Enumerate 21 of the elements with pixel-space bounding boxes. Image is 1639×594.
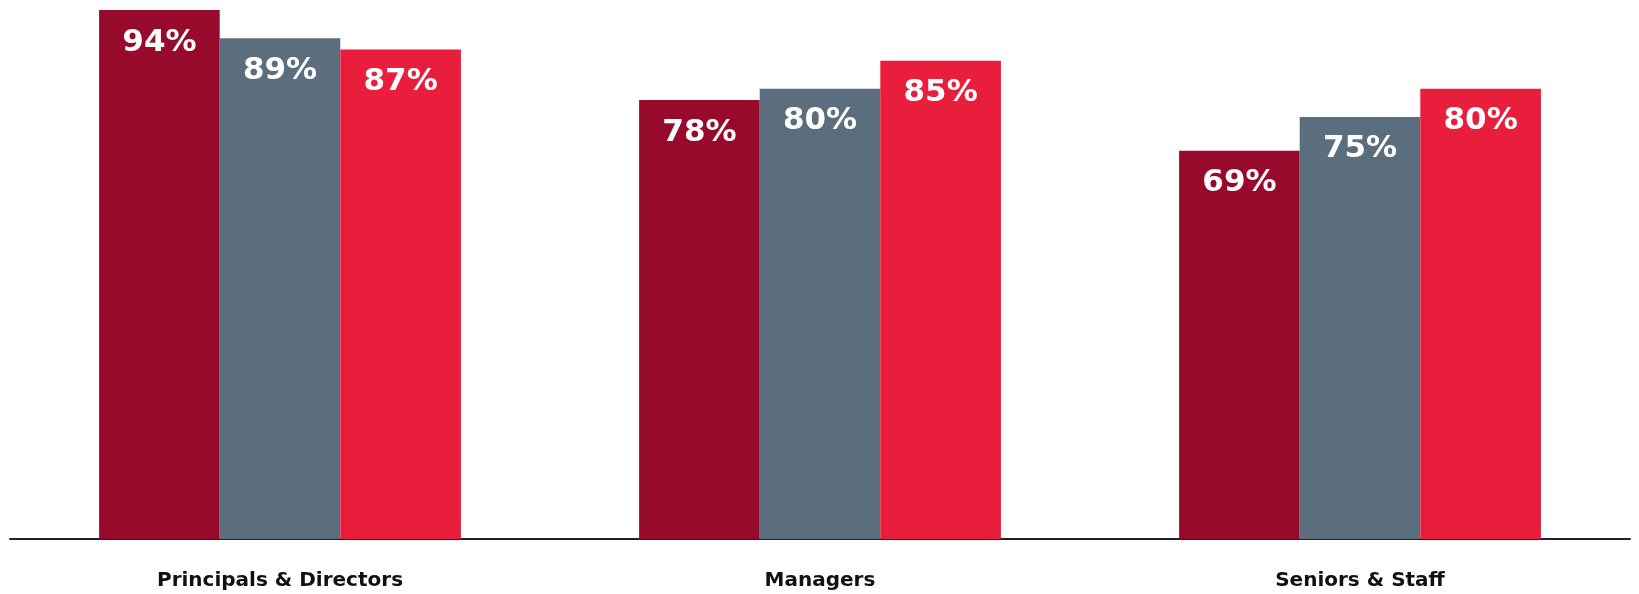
bar <box>1299 116 1421 539</box>
data-label: 78% <box>662 111 737 148</box>
x-tick-label: Principals & Directors <box>156 567 404 591</box>
bar <box>219 38 341 539</box>
bar <box>639 100 760 539</box>
data-label: 94% <box>122 21 197 58</box>
data-label: 80% <box>782 100 858 137</box>
bar <box>880 60 1001 539</box>
data-label: 87% <box>363 60 438 97</box>
bar <box>340 49 461 539</box>
data-label: 85% <box>903 72 978 109</box>
bar <box>1420 88 1541 539</box>
data-label: 89% <box>242 49 318 86</box>
data-label: 69% <box>1202 162 1277 199</box>
bar <box>1179 150 1300 539</box>
x-tick-label: Seniors & Staff <box>1275 567 1446 591</box>
data-label: 80% <box>1443 100 1518 137</box>
x-tick-label: Managers <box>764 567 876 591</box>
data-label: 75% <box>1322 128 1398 165</box>
bar <box>759 88 881 539</box>
bar <box>99 10 220 539</box>
